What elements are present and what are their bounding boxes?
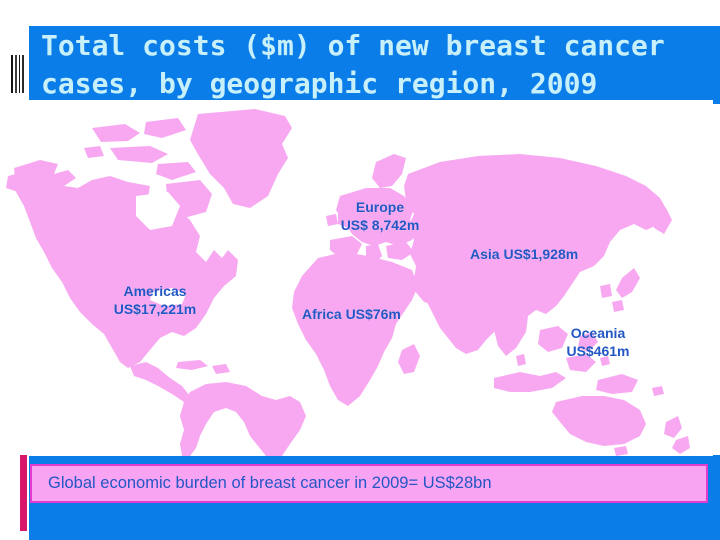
tally-marks-decoration xyxy=(11,55,24,93)
world-map-svg xyxy=(0,100,713,456)
arctic-islands-shape xyxy=(92,124,140,142)
balkans-shape xyxy=(386,242,414,260)
tally-bar xyxy=(18,55,21,93)
indonesia-shape xyxy=(494,372,566,392)
tally-bar xyxy=(14,55,17,93)
footer-accent-bar xyxy=(20,455,27,531)
caribbean-islands-shape xyxy=(212,364,230,374)
region-label-africa: Africa US$76m xyxy=(302,306,401,322)
central-america-shape xyxy=(130,362,190,402)
pacific-islands-shape xyxy=(652,386,664,396)
arabia-shape xyxy=(412,270,450,306)
hudson-bay-cutout xyxy=(136,192,180,230)
region-label-asia: Asia US$1,928m xyxy=(470,246,579,262)
arctic-islands-shape xyxy=(144,118,186,138)
title-background-band xyxy=(29,26,720,104)
region-label-oceania: Oceania US$461m xyxy=(566,325,630,359)
pacific-islands-shape xyxy=(600,356,610,366)
british-isles-shape xyxy=(326,214,338,226)
slide-title: Total costs ($m) of new breast cancer ca… xyxy=(41,29,665,100)
region-label-americas: Americas US$17,221m xyxy=(113,283,197,317)
north-america-shape xyxy=(14,160,238,368)
tally-bar xyxy=(22,55,24,93)
new-zealand-shape xyxy=(664,416,682,438)
iberia-italy-shape xyxy=(330,236,362,258)
landmasses xyxy=(6,109,690,456)
europe-shape xyxy=(336,188,418,246)
tally-bar xyxy=(11,55,13,93)
world-map-panel xyxy=(0,100,713,456)
greenland-shape xyxy=(190,109,292,208)
great-lakes-cutout xyxy=(150,288,186,306)
arctic-islands-shape xyxy=(156,162,196,180)
japan-shape xyxy=(612,300,624,312)
australia-shape xyxy=(552,396,646,446)
alaska-panhandle-shape xyxy=(6,172,28,192)
caribbean-islands-shape xyxy=(176,360,208,370)
japan-shape xyxy=(616,268,640,298)
africa-shape xyxy=(292,252,418,406)
scandinavia-shape xyxy=(372,154,406,188)
madagascar-shape xyxy=(398,344,420,374)
british-isles-shape xyxy=(338,208,356,228)
new-zealand-shape xyxy=(672,436,690,454)
tasmania-shape xyxy=(614,446,628,456)
footer-callout-text: Global economic burden of breast cancer … xyxy=(48,474,492,492)
kamchatka-shape xyxy=(654,208,672,234)
sea-asia-shape xyxy=(538,326,568,352)
asia-shape xyxy=(404,154,668,354)
footer-callout-box xyxy=(30,464,708,503)
south-america-shape xyxy=(180,382,306,456)
indonesia-shape xyxy=(566,354,596,372)
new-guinea-shape xyxy=(596,374,638,394)
region-label-europe: Europe US$ 8,742m xyxy=(340,199,420,233)
sri-lanka-shape xyxy=(516,354,526,366)
korea-shape xyxy=(600,284,612,298)
arctic-islands-shape xyxy=(110,146,168,163)
philippines-shape xyxy=(578,332,598,352)
india-shape xyxy=(494,308,528,356)
arctic-islands-shape xyxy=(84,146,104,158)
